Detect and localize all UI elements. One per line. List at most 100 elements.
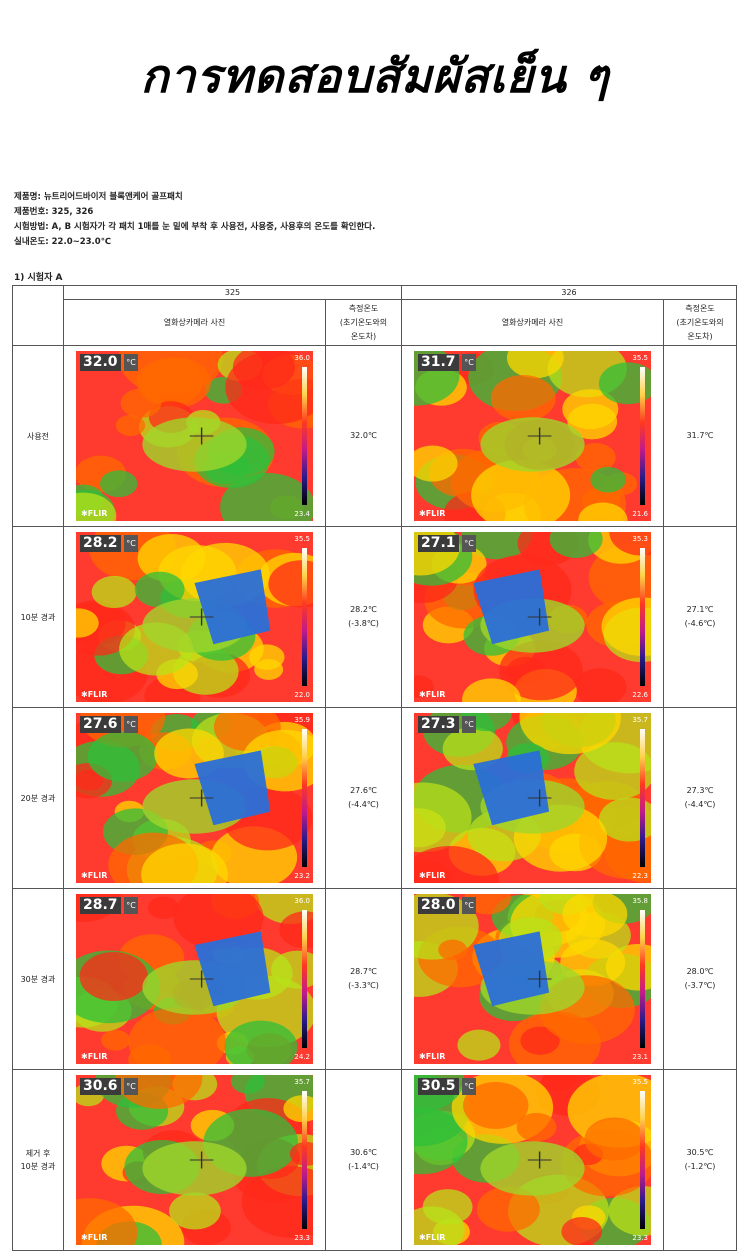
scale-min: 21.6: [632, 510, 648, 518]
flir-logo: ✱FLIR: [419, 871, 446, 880]
flir-logo: ✱FLIR: [419, 690, 446, 699]
scale-max: 35.5: [294, 535, 310, 543]
measure-header-b: 측정온도 (초기온도와의 온도차): [663, 299, 737, 346]
scale-min: 23.3: [632, 1234, 648, 1242]
unit-label: °C: [124, 897, 138, 914]
temperature-difference: (-4.4℃): [684, 800, 716, 809]
product-name: 제품명: 뉴트리어드바이저 블록앤케어 골프패치: [14, 192, 183, 202]
scale-min: 23.3: [294, 1234, 310, 1242]
thermal-image: 30.5 °C 35.5 23.3 ✱FLIR: [414, 1075, 651, 1245]
color-scale-bar: [302, 548, 307, 686]
thermal-image: 30.6 °C 35.7 23.3 ✱FLIR: [76, 1075, 313, 1245]
temperature-difference: (-3.3℃): [348, 981, 379, 990]
unit-label: °C: [462, 1078, 476, 1095]
photo-header-b: 열화상카메라 사진: [401, 299, 664, 346]
color-scale-bar: [302, 910, 307, 1048]
measured-value: 28.7℃: [350, 967, 377, 976]
table-row: 20분 경과 27.6 °C 35.9 23.2 ✱FLIR 27.6℃ (-4.…: [12, 707, 737, 889]
measured-temp-b: 30.5℃ (-1.2℃): [663, 1069, 737, 1251]
measured-value: 27.6℃: [350, 786, 377, 795]
row-label: 20분 경과: [12, 707, 64, 889]
color-scale-bar: [640, 1091, 645, 1229]
flir-logo: ✱FLIR: [419, 509, 446, 518]
spot-temperature: 31.7: [418, 354, 459, 371]
room-temperature: 실내온도: 22.0~23.0℃: [14, 237, 111, 247]
spot-temperature: 28.7: [80, 897, 121, 914]
thermal-image-cell-a: 28.7 °C 36.0 24.2 ✱FLIR: [63, 888, 326, 1070]
spot-temperature: 30.5: [418, 1078, 459, 1095]
scale-min: 24.2: [294, 1053, 310, 1061]
scale-min: 22.6: [632, 691, 648, 699]
spot-temperature: 30.6: [80, 1078, 121, 1095]
page-title: การทดสอบสัมผัสเย็น ๆ: [140, 49, 610, 103]
unit-label: °C: [462, 897, 476, 914]
measured-temp-b: 27.1℃ (-4.6℃): [663, 526, 737, 708]
measured-temp-a: 28.7℃ (-3.3℃): [325, 888, 402, 1070]
measured-temp-a: 30.6℃ (-1.4℃): [325, 1069, 402, 1251]
measure-header-line: 측정온도: [685, 303, 715, 313]
scale-min: 22.3: [632, 872, 648, 880]
measured-value: 28.0℃: [686, 967, 714, 976]
color-scale-bar: [640, 367, 645, 505]
thermal-image-cell-a: 27.6 °C 35.9 23.2 ✱FLIR: [63, 707, 326, 889]
flir-logo: ✱FLIR: [81, 871, 108, 880]
scale-min: 23.2: [294, 872, 310, 880]
temperature-difference: (-3.8℃): [348, 619, 379, 628]
product-a-header: 325: [63, 285, 402, 300]
row-label: 사용전: [12, 345, 64, 527]
measured-value: 32.0℃: [350, 431, 377, 440]
thermal-image: 28.0 °C 35.8 23.1 ✱FLIR: [414, 894, 651, 1064]
product-number: 제품번호: 325, 326: [14, 207, 94, 217]
results-table: 325 326 열화상카메라 사진 측정온도 (초기온도와의 온도차) 열화상카…: [12, 285, 737, 1251]
scale-max: 35.3: [632, 535, 648, 543]
color-scale-bar: [302, 1091, 307, 1229]
product-b-header: 326: [401, 285, 737, 300]
row-label-line: 10분 경과: [20, 1162, 56, 1171]
measured-value: 30.6℃: [350, 1148, 377, 1157]
temperature-difference: (-3.7℃): [684, 981, 716, 990]
unit-label: °C: [124, 535, 138, 552]
color-scale-bar: [302, 729, 307, 867]
spot-temperature: 27.6: [80, 716, 121, 733]
unit-label: °C: [462, 716, 476, 733]
unit-label: °C: [124, 354, 138, 371]
scale-max: 35.7: [632, 716, 648, 724]
measured-temp-a: 28.2℃ (-3.8℃): [325, 526, 402, 708]
row-label-line: 사용전: [26, 431, 50, 441]
scale-max: 36.0: [294, 897, 310, 905]
spot-temperature: 28.0: [418, 897, 459, 914]
row-label: 10분 경과: [12, 526, 64, 708]
spot-temperature: 32.0: [80, 354, 121, 371]
spot-temperature: 27.1: [418, 535, 459, 552]
row-label-line: 30분 경과: [20, 974, 56, 984]
temperature-difference: (-4.4℃): [348, 800, 379, 809]
measured-temp-a: 27.6℃ (-4.4℃): [325, 707, 402, 889]
color-scale-bar: [640, 910, 645, 1048]
thermal-image-cell-b: 28.0 °C 35.8 23.1 ✱FLIR: [401, 888, 664, 1070]
thermal-image: 28.7 °C 36.0 24.2 ✱FLIR: [76, 894, 313, 1064]
measured-temp-b: 27.3℃ (-4.4℃): [663, 707, 737, 889]
scale-min: 22.0: [294, 691, 310, 699]
flir-logo: ✱FLIR: [81, 1052, 108, 1061]
row-label: 제거 후 10분 경과: [12, 1069, 64, 1251]
table-row: 30분 경과 28.7 °C 36.0 24.2 ✱FLIR 28.7℃ (-3.…: [12, 888, 737, 1070]
empty-header: [12, 285, 64, 346]
temperature-difference: (-1.4℃): [348, 1162, 379, 1171]
thermal-image: 27.3 °C 35.7 22.3 ✱FLIR: [414, 713, 651, 883]
measured-temp-b: 31.7℃: [663, 345, 737, 527]
measured-value: 27.3℃: [686, 786, 714, 795]
flir-logo: ✱FLIR: [419, 1052, 446, 1061]
measured-temp-b: 28.0℃ (-3.7℃): [663, 888, 737, 1070]
scale-min: 23.1: [632, 1053, 648, 1061]
measure-header-line: 측정온도: [348, 303, 379, 313]
thermal-image-cell-a: 32.0 °C 36.0 23.4 ✱FLIR: [63, 345, 326, 527]
temperature-difference: (-4.6℃): [684, 619, 716, 628]
test-method: 시험방법: A, B 시험자가 각 패치 1매를 눈 밑에 부착 후 사용전, …: [14, 222, 376, 232]
thermal-image: 31.7 °C 35.5 21.6 ✱FLIR: [414, 351, 651, 521]
measure-header-a: 측정온도 (초기온도와의 온도차): [325, 299, 402, 346]
color-scale-bar: [302, 367, 307, 505]
row-label-line: 제거 후: [25, 1149, 51, 1158]
scale-max: 36.0: [294, 354, 310, 362]
row-label-line: 20분 경과: [20, 793, 56, 803]
photo-header-a: 열화상카메라 사진: [63, 299, 326, 346]
